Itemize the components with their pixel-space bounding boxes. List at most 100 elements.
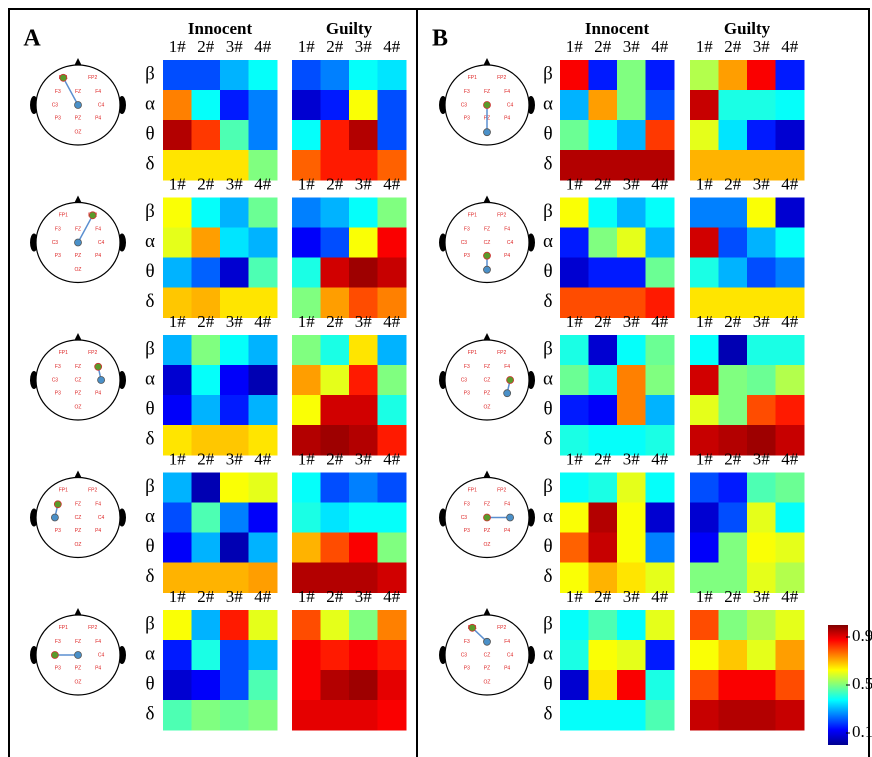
row-label: θ — [145, 536, 154, 557]
column-label: 2# — [594, 174, 612, 193]
row-label: β — [145, 476, 155, 497]
electrode-label: OZ — [75, 267, 82, 273]
electrode-label: F3 — [464, 639, 470, 645]
heat-cell — [321, 120, 350, 151]
heat-cell — [719, 670, 748, 701]
heat-cell — [349, 60, 378, 91]
heat-cell — [249, 198, 278, 229]
heat-cell — [349, 198, 378, 229]
colorbar — [828, 625, 848, 745]
heat-cell — [249, 610, 278, 641]
column-label: 1# — [696, 37, 714, 56]
column-label: 4# — [651, 174, 669, 193]
heat-cell — [192, 640, 221, 671]
heat-cell — [292, 365, 321, 396]
heat-cell — [163, 90, 192, 121]
heat-cell — [617, 700, 646, 731]
electrode-label: F4 — [95, 227, 101, 233]
row-label: δ — [146, 428, 155, 449]
heat-cell — [249, 365, 278, 396]
column-label: 2# — [197, 174, 215, 193]
electrode-label: F4 — [504, 639, 510, 645]
electrode-dot — [484, 638, 491, 645]
electrode-label: FP2 — [497, 213, 506, 219]
heat-cell — [292, 258, 321, 289]
column-label: 4# — [781, 174, 799, 193]
heat-cell — [747, 533, 776, 564]
electrode-label: F4 — [504, 364, 510, 370]
column-label: 3# — [355, 449, 373, 468]
heat-cell — [378, 120, 407, 151]
heat-cell — [617, 610, 646, 641]
heat-cell — [220, 90, 249, 121]
heat-cell — [719, 395, 748, 426]
heat-cell — [690, 473, 719, 504]
row-label: α — [543, 231, 553, 252]
heat-cell — [249, 503, 278, 534]
electrode-label: PZ — [75, 528, 81, 534]
heat-cell — [349, 365, 378, 396]
electrode-label: OZ — [484, 542, 491, 548]
column-label: 2# — [724, 174, 742, 193]
heat-cell — [378, 670, 407, 701]
column-label: 2# — [594, 449, 612, 468]
electrode-label: FP2 — [88, 350, 97, 356]
heat-cell — [776, 198, 805, 229]
column-label: 4# — [781, 312, 799, 331]
column-label: 2# — [197, 587, 215, 606]
heat-cell — [349, 395, 378, 426]
colorbar-tick-label: 0.1 — [852, 722, 872, 741]
heat-cell — [589, 473, 618, 504]
electrode-label: P3 — [55, 391, 61, 397]
column-label: 1# — [298, 312, 316, 331]
heat-cell — [719, 365, 748, 396]
electrode-label: C3 — [52, 240, 59, 246]
electrode-label: F3 — [55, 89, 61, 95]
heat-cell — [690, 228, 719, 259]
heat-cell — [349, 503, 378, 534]
electrode-label: P4 — [95, 391, 101, 397]
heat-cell — [220, 610, 249, 641]
heat-cell — [747, 365, 776, 396]
heat-cell — [192, 395, 221, 426]
heat-cell — [321, 90, 350, 121]
heat-cell — [589, 700, 618, 731]
column-label: 4# — [651, 37, 669, 56]
heat-cell — [292, 610, 321, 641]
electrode-label: C4 — [98, 102, 105, 108]
heat-cell — [747, 503, 776, 534]
heat-cell — [163, 258, 192, 289]
electrode-label: F3 — [464, 364, 470, 370]
heat-cell — [719, 533, 748, 564]
heat-cell — [690, 670, 719, 701]
heat-cell — [192, 90, 221, 121]
colorbar-tick-label: 0.5 — [852, 674, 872, 693]
heat-cell — [292, 228, 321, 259]
heat-cell — [776, 120, 805, 151]
column-label: 1# — [169, 174, 187, 193]
electrode-label: OZ — [75, 542, 82, 548]
heat-cell — [292, 60, 321, 91]
row-label: θ — [543, 536, 552, 557]
heat-cell — [378, 198, 407, 229]
heat-cell — [560, 335, 589, 366]
row-label: β — [543, 338, 553, 359]
heat-cell — [560, 198, 589, 229]
heat-cell — [747, 198, 776, 229]
electrode-label: P3 — [464, 253, 470, 259]
column-label: 1# — [566, 312, 584, 331]
heat-cell — [249, 228, 278, 259]
heat-cell — [617, 198, 646, 229]
heat-cell — [249, 473, 278, 504]
row-label: β — [543, 63, 553, 84]
electrode-label: FP1 — [59, 213, 68, 219]
heat-cell — [220, 533, 249, 564]
column-label: 4# — [781, 449, 799, 468]
heat-cell — [646, 228, 675, 259]
heat-cell — [378, 365, 407, 396]
heat-cell — [617, 670, 646, 701]
electrode-label: F4 — [504, 502, 510, 508]
heat-cell — [378, 228, 407, 259]
heat-cell — [719, 258, 748, 289]
column-label: 1# — [696, 312, 714, 331]
